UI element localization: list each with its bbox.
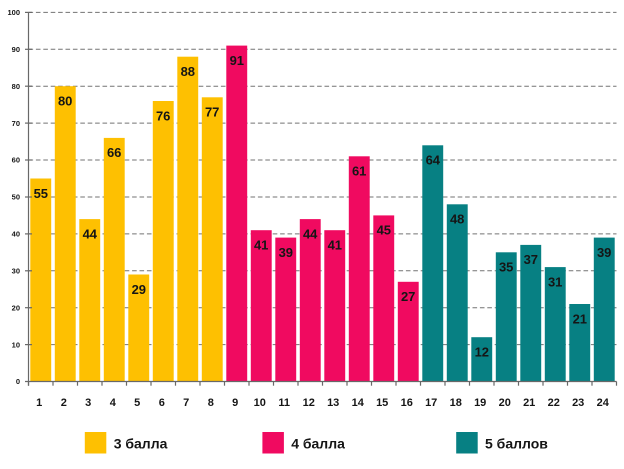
svg-text:39: 39 <box>279 245 293 260</box>
svg-text:55: 55 <box>34 186 48 201</box>
svg-text:88: 88 <box>181 64 195 79</box>
svg-text:10: 10 <box>254 397 266 409</box>
svg-text:1: 1 <box>36 397 42 409</box>
svg-text:60: 60 <box>12 156 20 165</box>
svg-text:12: 12 <box>303 397 315 409</box>
svg-text:7: 7 <box>183 397 189 409</box>
svg-text:18: 18 <box>450 397 462 409</box>
svg-text:66: 66 <box>107 145 121 160</box>
svg-text:12: 12 <box>475 345 489 360</box>
svg-text:16: 16 <box>401 397 413 409</box>
svg-text:41: 41 <box>254 238 268 253</box>
svg-text:40: 40 <box>12 230 20 239</box>
svg-text:13: 13 <box>327 397 339 409</box>
svg-text:15: 15 <box>376 397 388 409</box>
svg-text:80: 80 <box>12 82 20 91</box>
svg-text:48: 48 <box>450 212 464 227</box>
svg-text:24: 24 <box>597 397 610 409</box>
svg-text:41: 41 <box>328 238 342 253</box>
svg-text:3 балла: 3 балла <box>114 436 168 452</box>
svg-text:91: 91 <box>230 53 244 68</box>
svg-text:80: 80 <box>58 94 72 109</box>
svg-text:17: 17 <box>425 397 437 409</box>
svg-text:20: 20 <box>12 303 20 312</box>
svg-text:27: 27 <box>401 289 415 304</box>
svg-text:5 баллов: 5 баллов <box>485 436 548 452</box>
svg-text:44: 44 <box>83 226 98 241</box>
svg-text:8: 8 <box>208 397 214 409</box>
svg-text:14: 14 <box>352 397 365 409</box>
svg-text:22: 22 <box>548 397 560 409</box>
svg-text:61: 61 <box>352 164 366 179</box>
svg-text:76: 76 <box>156 108 170 123</box>
svg-text:29: 29 <box>132 282 146 297</box>
svg-text:2: 2 <box>61 397 67 409</box>
svg-text:44: 44 <box>303 226 318 241</box>
svg-text:77: 77 <box>205 105 219 120</box>
svg-text:39: 39 <box>597 245 611 260</box>
svg-text:21: 21 <box>573 311 587 326</box>
svg-text:50: 50 <box>12 193 20 202</box>
svg-text:4: 4 <box>110 397 117 409</box>
svg-text:11: 11 <box>278 397 290 409</box>
svg-text:100: 100 <box>7 8 20 17</box>
svg-text:30: 30 <box>12 267 20 276</box>
svg-text:20: 20 <box>499 397 511 409</box>
svg-text:90: 90 <box>12 45 20 54</box>
svg-text:35: 35 <box>499 260 513 275</box>
svg-text:5: 5 <box>134 397 140 409</box>
svg-text:70: 70 <box>12 119 20 128</box>
svg-text:9: 9 <box>232 397 238 409</box>
svg-text:19: 19 <box>474 397 486 409</box>
svg-text:10: 10 <box>12 340 20 349</box>
svg-text:6: 6 <box>159 397 165 409</box>
svg-text:21: 21 <box>523 397 535 409</box>
svg-text:4 балла: 4 балла <box>291 436 345 452</box>
svg-text:0: 0 <box>16 377 20 386</box>
svg-text:64: 64 <box>426 153 441 168</box>
svg-text:31: 31 <box>548 274 562 289</box>
svg-text:23: 23 <box>572 397 584 409</box>
svg-text:3: 3 <box>85 397 91 409</box>
svg-text:37: 37 <box>524 252 538 267</box>
svg-text:45: 45 <box>377 223 391 238</box>
